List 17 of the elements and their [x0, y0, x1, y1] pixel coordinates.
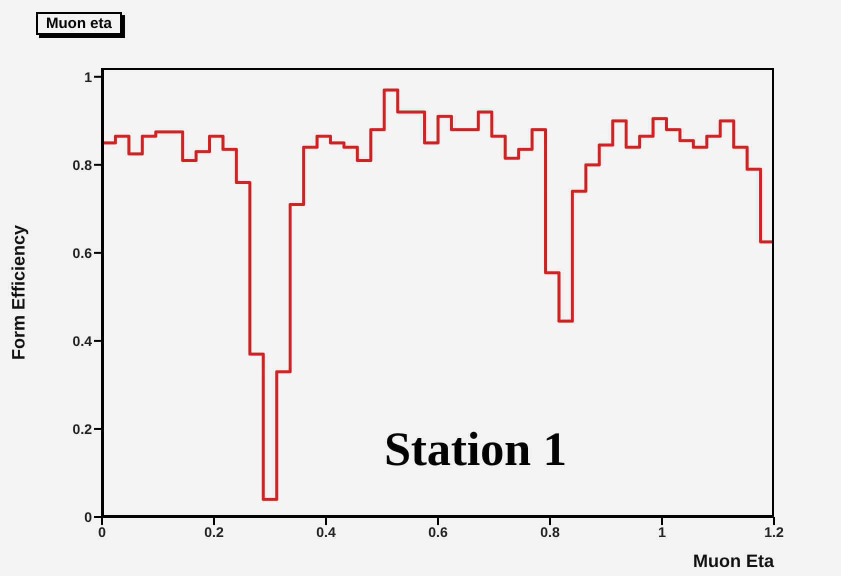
annotation: Station 1 — [384, 422, 567, 477]
chart-title: Muon eta — [36, 12, 122, 35]
y-tick-label: 0.8 — [72, 156, 92, 173]
x-tick-label: 0.2 — [204, 524, 224, 540]
x-tick-label: 0.4 — [316, 524, 336, 540]
y-tick-label: 0.4 — [72, 332, 92, 349]
x-tick-label: 0.8 — [540, 524, 560, 540]
y-tick-label: 1 — [84, 68, 92, 85]
y-tick-label: 0.2 — [72, 420, 92, 437]
y-axis-title: Form Efficiency — [8, 224, 28, 360]
x-tick-label: 1.2 — [764, 524, 784, 540]
x-axis-title: Muon Eta — [693, 551, 775, 571]
y-tick-label: 0.6 — [72, 244, 92, 261]
y-tick-label: 0 — [84, 508, 92, 525]
x-tick-label: 0.6 — [428, 524, 448, 540]
x-tick-label: 1 — [658, 524, 666, 540]
x-tick-label: 0 — [98, 524, 106, 540]
